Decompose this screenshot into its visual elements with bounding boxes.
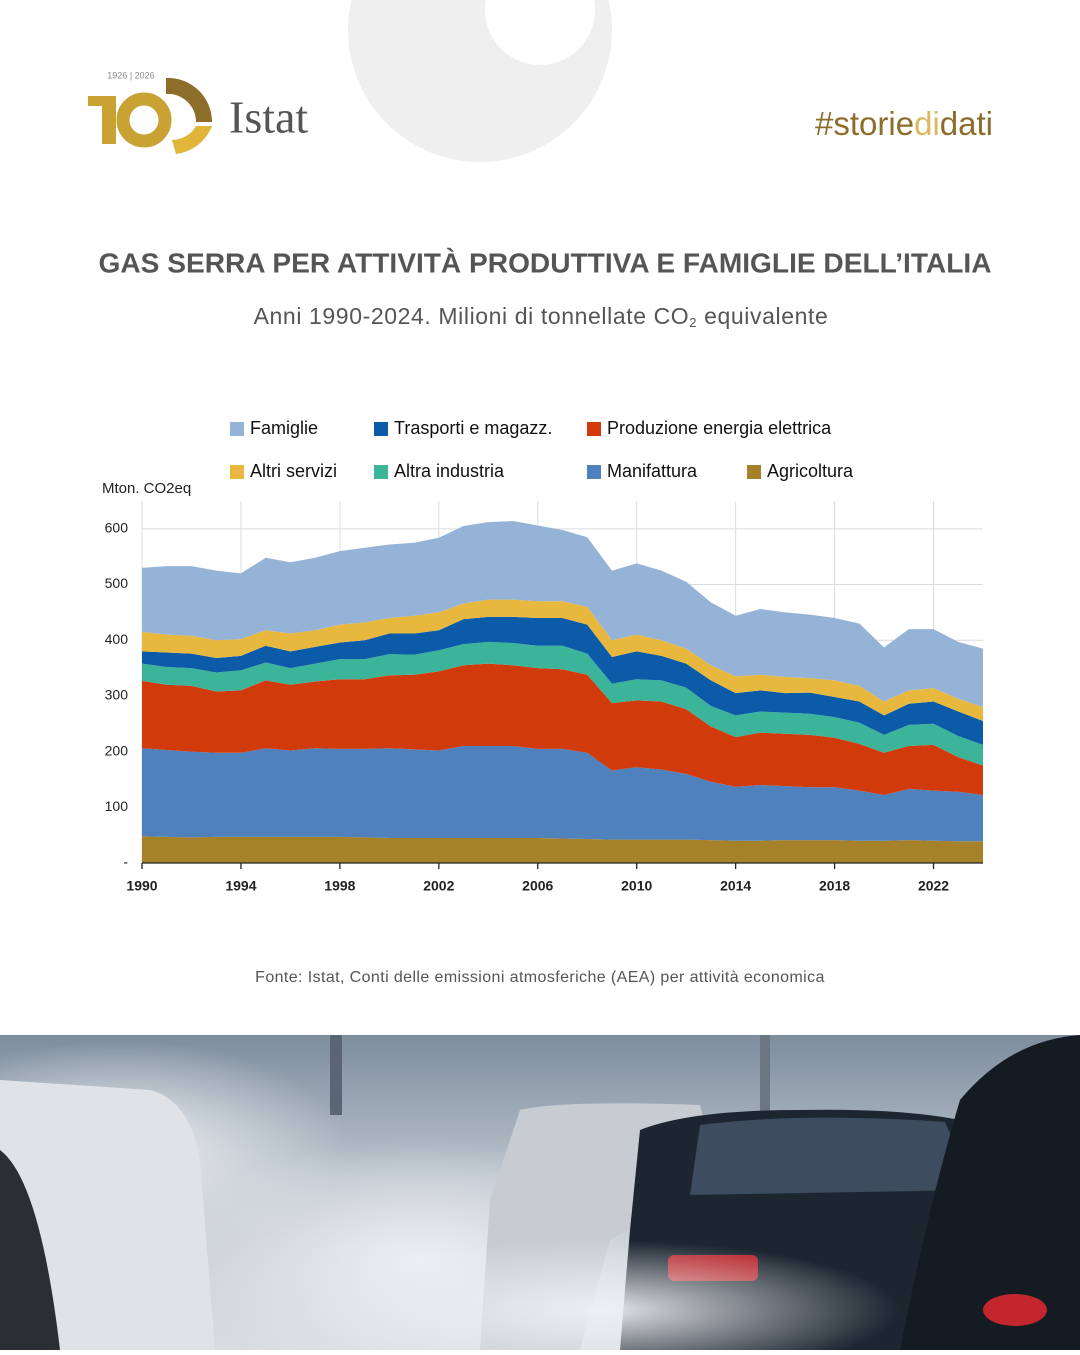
y-tick-label: 600 — [105, 520, 129, 536]
subtitle-part: Anni 1990-2024. Milioni di tonnellate CO — [254, 303, 690, 329]
x-tick-label: 2010 — [621, 878, 652, 894]
legend-label: Altri servizi — [250, 461, 337, 481]
logo-name: Istat — [229, 92, 308, 143]
source-note: Fonte: Istat, Conti delle emissioni atmo… — [255, 969, 825, 986]
legend-label: Altra industria — [394, 461, 505, 481]
hashtag-part: dati — [940, 105, 993, 142]
chart-subtitle: Anni 1990-2024. Milioni di tonnellate CO… — [254, 303, 829, 330]
legend-label: Produzione energia elettrica — [607, 418, 832, 438]
legend-swatch — [747, 465, 761, 479]
y-tick-label: 400 — [105, 631, 129, 647]
y-tick-label: 300 — [105, 687, 129, 703]
legend-swatch — [374, 465, 388, 479]
x-tick-label: 2022 — [918, 878, 949, 894]
area — [142, 521, 983, 708]
area — [142, 599, 983, 721]
legend-swatch — [230, 422, 244, 436]
y-tick-label: 100 — [105, 798, 129, 814]
legend-label: Trasporti e magazz. — [394, 418, 552, 438]
y-tick-label: 200 — [105, 742, 129, 758]
x-tick-label: 1990 — [126, 878, 157, 894]
legend-swatch — [374, 422, 388, 436]
photo — [0, 1035, 1080, 1355]
legend-label: Famiglie — [250, 418, 318, 438]
logo-years: 1926 | 2026 — [107, 70, 154, 80]
chart-title: GAS SERRA PER ATTIVITÀ PRODUTTIVA E FAMI… — [99, 247, 992, 278]
areas — [142, 521, 983, 863]
area — [142, 641, 983, 766]
x-tick-label: 1998 — [324, 878, 355, 894]
area — [142, 616, 983, 745]
y-tick-label: 500 — [105, 575, 129, 591]
x-tick-label: 2014 — [720, 878, 751, 894]
axes: - 100 200 300 400 500 600 1990 1994 1998 2002 2006 2… — [105, 418, 983, 894]
hashtag-part: di — [914, 105, 940, 142]
x-tick-label: 1994 — [225, 878, 256, 894]
y-tick-label: - — [123, 854, 128, 870]
y-axis-label: Mton. CO2eq — [102, 480, 191, 497]
area — [142, 746, 983, 842]
area — [142, 836, 983, 863]
area — [142, 663, 983, 796]
x-tick-label: 2018 — [819, 878, 850, 894]
hashtag: #storiedidati — [815, 105, 993, 142]
subtitle-part: 2 — [689, 315, 697, 330]
x-tick-label: 2002 — [423, 878, 454, 894]
legend-swatch — [230, 465, 244, 479]
hashtag-part: #storie — [815, 105, 914, 142]
legend-label: Agricoltura — [767, 461, 854, 481]
legend-label: Manifattura — [607, 461, 698, 481]
logo-mark — [88, 77, 213, 154]
legend-swatch — [587, 422, 601, 436]
legend-swatch — [587, 465, 601, 479]
decor-circle — [348, 0, 612, 162]
subtitle-part: equivalente — [697, 303, 828, 329]
x-tick-label: 2006 — [522, 878, 553, 894]
